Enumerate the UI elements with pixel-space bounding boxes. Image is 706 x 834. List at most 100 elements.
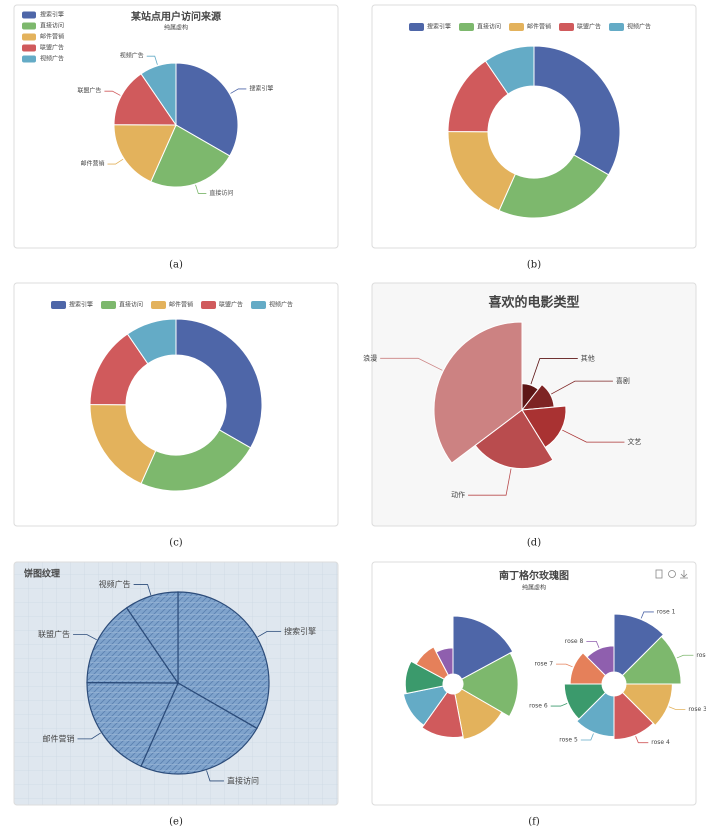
slice-label: rose 1 xyxy=(657,608,676,615)
sector xyxy=(140,62,177,127)
legend-label: 联盟广告 xyxy=(577,23,601,31)
slice-label: 浪漫 xyxy=(363,353,377,362)
legend-swatch xyxy=(409,23,424,31)
slice-label: rose 4 xyxy=(651,739,670,746)
card xyxy=(371,4,697,249)
slice-label: rose 6 xyxy=(529,703,548,710)
chart-subtitle: 纯属虚构 xyxy=(522,584,546,592)
sector xyxy=(484,45,535,95)
legend-label: 视频广告 xyxy=(627,23,651,31)
card xyxy=(13,282,339,527)
label-line xyxy=(676,654,694,659)
legend-swatch xyxy=(609,23,624,31)
sector xyxy=(404,660,445,695)
label-line xyxy=(104,90,121,96)
sector xyxy=(113,73,177,126)
sector xyxy=(175,318,263,449)
sector xyxy=(86,607,180,684)
legend-swatch xyxy=(22,44,36,52)
sector xyxy=(421,691,464,738)
caption: (a) xyxy=(169,260,183,271)
legend-swatch xyxy=(559,23,574,31)
label-line xyxy=(668,706,686,710)
sector xyxy=(474,409,554,470)
chart-subtitle: 纯属虚构 xyxy=(164,24,188,32)
legend-label: 搜索引擎 xyxy=(427,23,451,31)
slice-label: 文艺 xyxy=(627,437,641,446)
sector xyxy=(569,652,607,685)
legend-swatch xyxy=(22,22,36,30)
slice-label: rose 5 xyxy=(559,736,578,743)
tool-icon[interactable] xyxy=(668,570,676,578)
legend-label: 邮件营销 xyxy=(169,301,193,309)
sector xyxy=(140,682,258,775)
label-line xyxy=(257,631,282,638)
sector xyxy=(177,591,270,730)
legend-label: 联盟广告 xyxy=(219,301,243,309)
caption: (d) xyxy=(527,538,541,549)
label-line xyxy=(77,732,101,740)
slice-label: rose 7 xyxy=(534,661,553,668)
tool-icon[interactable] xyxy=(655,569,663,579)
label-line xyxy=(562,429,625,443)
toolbox xyxy=(655,569,688,579)
legend-label: 视频广告 xyxy=(40,55,64,63)
label-line xyxy=(530,358,578,385)
sector xyxy=(113,124,177,183)
sector xyxy=(126,318,177,365)
chart-title: 饼图纹理 xyxy=(24,568,60,580)
label-line xyxy=(551,380,613,395)
slice-label: 直接访问 xyxy=(227,775,259,785)
legend-label: 邮件营销 xyxy=(40,33,64,41)
slice-label: rose 8 xyxy=(565,638,584,645)
sector xyxy=(402,685,448,726)
sector xyxy=(460,652,519,718)
label-line xyxy=(73,634,97,641)
sector xyxy=(586,645,615,677)
legend-swatch xyxy=(22,33,36,41)
label-line xyxy=(206,770,224,782)
label-line xyxy=(146,55,158,65)
chart-title: 喜欢的电影类型 xyxy=(488,295,579,311)
label-line xyxy=(133,584,152,596)
slice-label: 搜索引擎 xyxy=(249,84,273,92)
caption: (b) xyxy=(527,260,541,271)
label-line xyxy=(380,357,443,371)
legend-label: 邮件营销 xyxy=(527,23,551,31)
sector xyxy=(452,615,514,680)
label-line xyxy=(195,184,207,194)
legend-swatch xyxy=(509,23,524,31)
slice-label: 邮件营销 xyxy=(42,733,74,743)
slice-label: 联盟广告 xyxy=(38,629,70,639)
label-line xyxy=(580,733,594,741)
slice-label: rose 2 xyxy=(696,652,706,659)
legend-label: 搜索引擎 xyxy=(69,301,93,309)
slice-label: 视频广告 xyxy=(99,579,131,589)
legend-swatch xyxy=(251,301,266,309)
legend-swatch xyxy=(51,301,66,309)
sector xyxy=(435,647,454,676)
sector xyxy=(576,691,615,738)
sector xyxy=(521,405,567,449)
sector xyxy=(563,683,607,720)
tool-icon[interactable] xyxy=(680,570,688,579)
legend-swatch xyxy=(201,301,216,309)
legend-label: 直接访问 xyxy=(40,22,64,30)
label-line xyxy=(468,468,512,496)
label-line xyxy=(586,641,600,649)
caption: (e) xyxy=(169,817,183,828)
sector xyxy=(150,124,231,188)
legend-swatch xyxy=(22,11,36,19)
legend-label: 联盟广告 xyxy=(40,44,64,52)
slice-label: rose 3 xyxy=(688,706,706,713)
sector xyxy=(433,321,523,464)
label-line xyxy=(640,611,654,619)
slice-label: 其他 xyxy=(581,354,595,363)
sector xyxy=(621,683,673,727)
slice-label: 喜剧 xyxy=(616,376,630,385)
sector xyxy=(86,681,179,767)
label-line xyxy=(107,158,124,165)
label-line xyxy=(550,703,568,707)
sector xyxy=(533,45,621,176)
